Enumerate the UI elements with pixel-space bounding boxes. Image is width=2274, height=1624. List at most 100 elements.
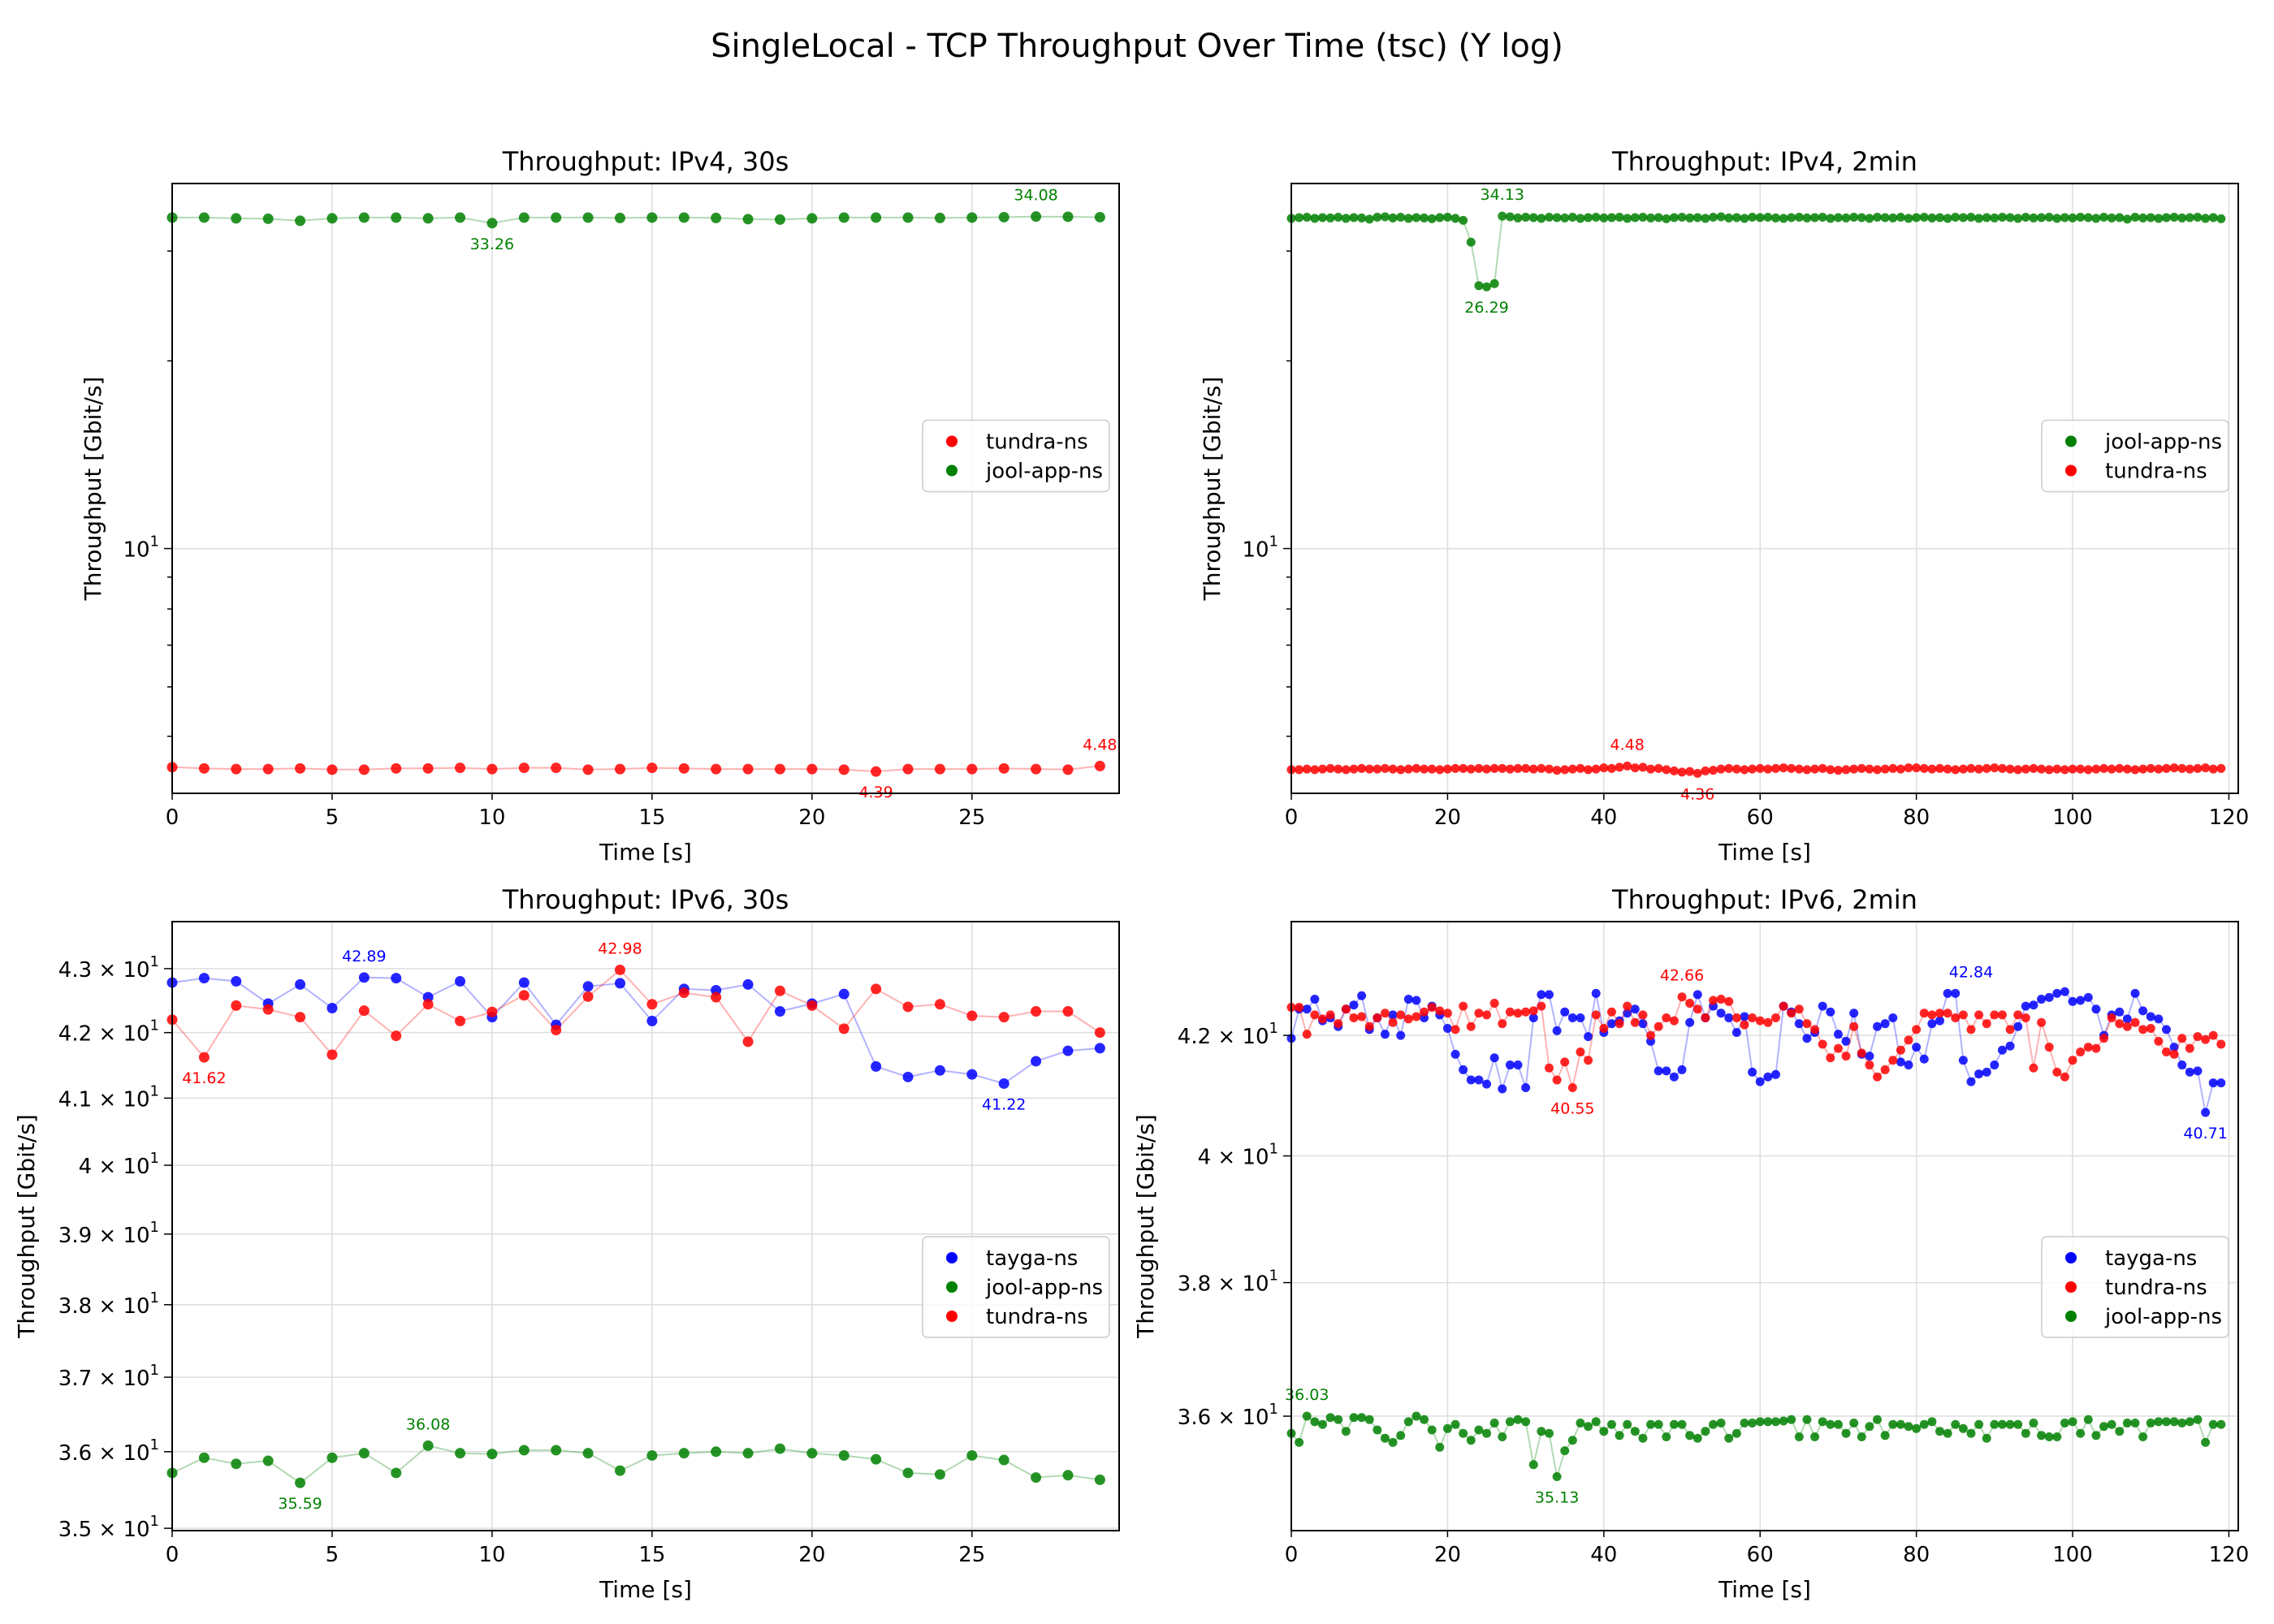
data-point xyxy=(198,212,210,223)
data-point xyxy=(2130,1017,2140,1027)
data-point xyxy=(2076,996,2086,1005)
data-point xyxy=(774,1443,785,1454)
data-point xyxy=(1818,212,1827,222)
data-point xyxy=(614,978,625,989)
data-point xyxy=(1693,213,1702,222)
data-point xyxy=(1031,1056,1042,1067)
data-point xyxy=(1442,1009,1452,1018)
data-point xyxy=(1966,763,1976,773)
data-point xyxy=(2216,1419,2226,1429)
data-point xyxy=(1982,1019,1991,1029)
data-point xyxy=(1576,1047,1585,1056)
x-tick-label: 100 xyxy=(2052,1543,2093,1567)
data-point xyxy=(1724,996,1734,1006)
data-point xyxy=(1325,213,1335,222)
data-point xyxy=(1896,1057,1905,1067)
data-point xyxy=(1459,1001,1468,1011)
data-point xyxy=(1505,212,1515,222)
data-point xyxy=(1388,213,1398,222)
data-point xyxy=(1982,1067,1991,1077)
data-point xyxy=(422,999,434,1010)
data-point xyxy=(1919,763,1929,773)
data-point xyxy=(1997,212,2007,222)
legend-marker xyxy=(2065,1281,2077,1293)
data-point xyxy=(1302,1004,1312,1014)
data-point xyxy=(1997,763,2007,773)
data-point xyxy=(326,1003,338,1014)
data-point xyxy=(486,763,498,775)
data-point xyxy=(1709,212,1718,222)
data-point xyxy=(2122,1419,2132,1428)
data-point xyxy=(1599,763,1609,773)
data-point xyxy=(1638,212,1648,222)
data-point xyxy=(231,763,242,775)
data-point xyxy=(1623,214,1632,223)
data-point xyxy=(358,1448,370,1459)
data-point xyxy=(1403,995,1413,1004)
data-point xyxy=(2091,764,2101,774)
data-point xyxy=(1466,1436,1476,1445)
data-point xyxy=(646,212,658,223)
data-point xyxy=(1537,990,1546,1000)
data-point xyxy=(582,991,594,1002)
data-point xyxy=(1833,1043,1843,1053)
data-point xyxy=(1606,1019,1616,1029)
data-point xyxy=(1544,764,1554,774)
data-point xyxy=(1380,1433,1390,1443)
data-point xyxy=(1513,1060,1523,1070)
data-point xyxy=(1982,213,1991,222)
grid xyxy=(171,922,1119,1531)
data-point xyxy=(1310,1010,1320,1020)
data-point xyxy=(2130,988,2140,998)
y-axis-label: Throughput [Gbit/s] xyxy=(1199,377,1226,602)
data-point xyxy=(1295,1437,1304,1447)
data-point xyxy=(2154,1036,2164,1046)
data-point xyxy=(2029,1063,2038,1073)
data-point xyxy=(1544,1063,1554,1073)
series-tundra-ns xyxy=(1286,761,2226,778)
data-point xyxy=(774,1005,785,1017)
data-point xyxy=(1403,214,1413,223)
data-point xyxy=(1450,1049,1460,1059)
data-point xyxy=(998,762,1009,774)
data-point xyxy=(1770,1417,1780,1427)
legend-marker xyxy=(946,1311,958,1322)
data-point xyxy=(2068,1056,2077,1065)
data-point xyxy=(1818,1001,1827,1011)
data-point xyxy=(1521,763,1531,773)
data-point xyxy=(1826,765,1835,775)
data-point xyxy=(1865,1422,1874,1432)
data-point xyxy=(1031,1005,1042,1017)
data-point xyxy=(2060,765,2069,775)
data-point xyxy=(1731,1013,1741,1022)
data-point xyxy=(2115,1427,2125,1436)
data-point xyxy=(1755,213,1765,222)
data-point xyxy=(2193,1032,2203,1042)
data-point xyxy=(1442,1423,1452,1433)
data-point xyxy=(1442,764,1452,774)
data-label: 40.71 xyxy=(2183,1125,2227,1142)
data-point xyxy=(1310,214,1320,223)
data-point xyxy=(1888,1419,1898,1429)
data-point xyxy=(1364,1415,1374,1424)
data-point xyxy=(1919,1054,1929,1064)
data-point xyxy=(2130,765,2140,775)
data-point xyxy=(1818,1417,1827,1427)
data-point xyxy=(1841,1036,1851,1046)
data-label: 36.03 xyxy=(1285,1386,1329,1404)
legend: jool-app-ns tundra-ns xyxy=(2041,419,2229,493)
data-point xyxy=(1466,1021,1476,1031)
x-tick-label: 20 xyxy=(1434,806,1461,830)
series-line xyxy=(171,969,1100,1059)
data-point xyxy=(1295,1003,1304,1013)
data-point xyxy=(2029,1419,2038,1428)
data-point xyxy=(934,1065,945,1076)
legend-marker xyxy=(946,435,958,447)
data-point xyxy=(486,1449,498,1460)
data-point xyxy=(1677,212,1687,222)
data-point xyxy=(1435,1442,1445,1452)
data-point xyxy=(1826,214,1835,223)
data-point xyxy=(1755,1077,1765,1086)
data-point xyxy=(2122,764,2132,774)
data-point xyxy=(1482,764,1492,774)
